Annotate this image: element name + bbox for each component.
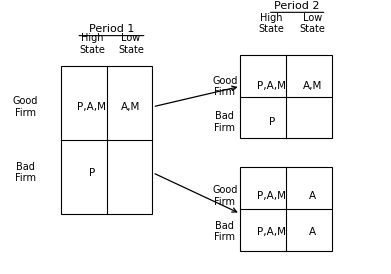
- Text: P,A,M: P,A,M: [257, 191, 286, 201]
- FancyBboxPatch shape: [61, 66, 152, 214]
- Text: High
State: High State: [79, 33, 105, 55]
- Text: Period 1: Period 1: [89, 24, 134, 34]
- Text: P,A,M: P,A,M: [257, 81, 286, 91]
- Text: P,A,M: P,A,M: [77, 102, 106, 112]
- Text: Good
Firm: Good Firm: [212, 185, 237, 207]
- Text: P: P: [269, 117, 275, 127]
- Text: Low
State: Low State: [118, 33, 144, 55]
- FancyBboxPatch shape: [240, 55, 332, 138]
- FancyBboxPatch shape: [240, 167, 332, 251]
- Text: Good
Firm: Good Firm: [13, 96, 38, 118]
- Text: Good
Firm: Good Firm: [212, 76, 237, 97]
- Text: Low
State: Low State: [300, 13, 326, 34]
- Text: Bad
Firm: Bad Firm: [214, 221, 235, 242]
- Text: Bad
Firm: Bad Firm: [15, 162, 36, 183]
- Text: P,A,M: P,A,M: [257, 227, 286, 236]
- Text: Period 2: Period 2: [274, 1, 320, 11]
- Text: Bad
Firm: Bad Firm: [214, 111, 235, 133]
- Text: A,M: A,M: [303, 81, 323, 91]
- Text: A,M: A,M: [121, 102, 141, 112]
- Text: A: A: [309, 227, 316, 236]
- Text: P: P: [89, 168, 95, 178]
- Text: High
State: High State: [259, 13, 285, 34]
- Text: A: A: [309, 191, 316, 201]
